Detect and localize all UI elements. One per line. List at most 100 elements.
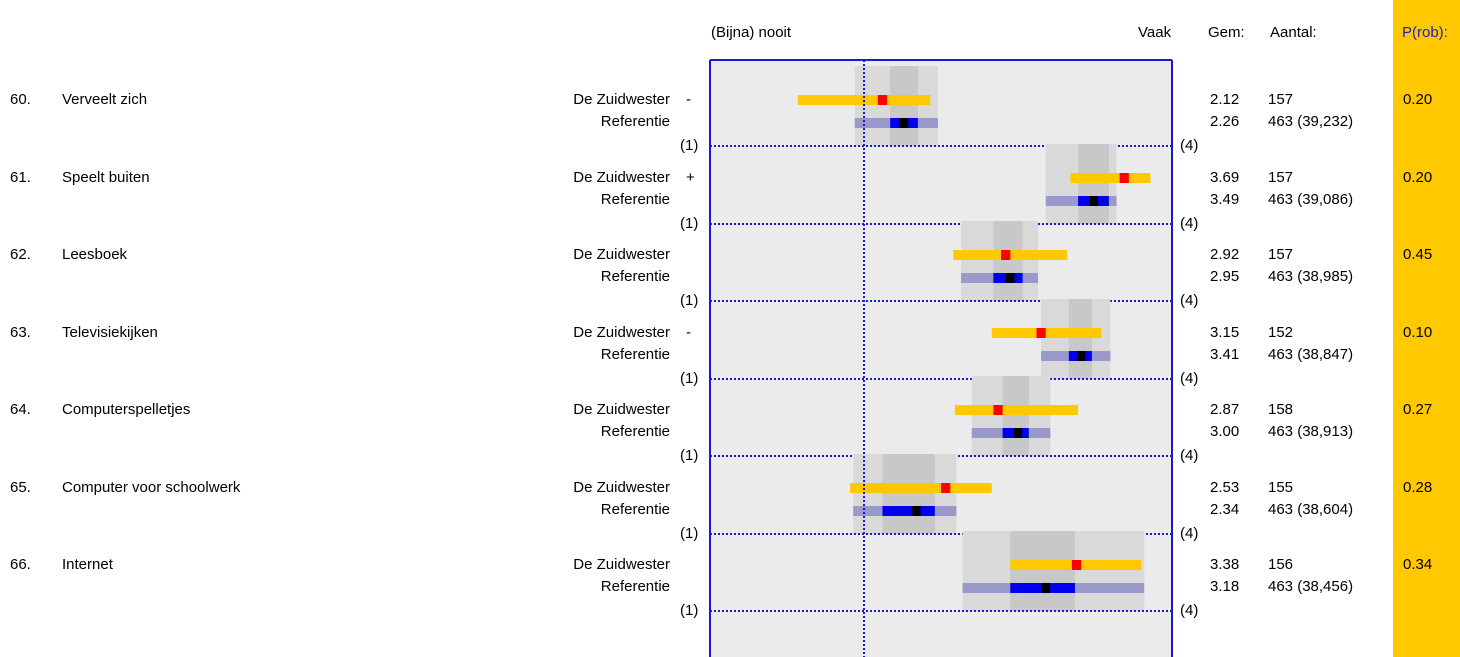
reference-label: Referentie — [600, 346, 670, 363]
reference-mean-value: 2.95 — [1210, 268, 1240, 285]
school-mean-value: 2.92 — [1210, 246, 1240, 263]
school-label: De Zuidwester — [573, 169, 670, 186]
reference-mean-value: 3.49 — [1210, 191, 1240, 208]
item-label: Computerspelletjes — [62, 401, 191, 418]
header-left-label: (Bijna) nooit — [711, 24, 792, 41]
school-mean-marker — [877, 95, 888, 105]
scale-min-label: (1) — [680, 370, 699, 387]
school-mean-value: 3.15 — [1210, 324, 1240, 341]
scale-min-label: (1) — [680, 447, 699, 464]
school-mean-marker — [1119, 173, 1129, 183]
school-label: De Zuidwester — [573, 324, 670, 341]
reference-mean-marker — [1041, 583, 1050, 593]
scale-max-label: (4) — [1180, 370, 1199, 387]
reference-band-inner — [993, 221, 1023, 301]
school-count-value: 155 — [1268, 479, 1294, 496]
scale-min-label: (1) — [680, 137, 699, 154]
scale-max-label: (4) — [1180, 137, 1199, 154]
school-mean-value: 3.69 — [1210, 169, 1240, 186]
reference-count-value: 463 (38,913) — [1268, 423, 1354, 440]
reference-count-value: 463 (38,847) — [1268, 346, 1354, 363]
header-prob-label: P(rob): — [1402, 24, 1448, 41]
reference-mean-marker — [1006, 273, 1015, 283]
school-range-bar — [954, 405, 1079, 415]
probability-value: 0.45 — [1403, 246, 1433, 263]
school-mean-marker — [941, 483, 951, 493]
reference-band-inner — [1002, 376, 1029, 456]
school-count-value: 157 — [1268, 246, 1294, 263]
school-mean-marker — [1001, 250, 1011, 260]
school-count-value: 158 — [1268, 401, 1294, 418]
scale-max-label: (4) — [1180, 602, 1199, 619]
scale-min-label: (1) — [680, 525, 699, 542]
reference-label: Referentie — [600, 268, 670, 285]
reference-label: Referentie — [600, 578, 670, 595]
item-label: Speelt buiten — [62, 169, 150, 186]
reference-count-value: 463 (38,604) — [1268, 501, 1354, 518]
reference-label: Referentie — [600, 113, 670, 130]
school-label: De Zuidwester — [573, 246, 670, 263]
header-aantal-label: Aantal: — [1270, 24, 1317, 41]
school-range-bar — [1070, 173, 1151, 183]
reference-mean-value: 3.18 — [1210, 578, 1240, 595]
scale-min-label: (1) — [680, 215, 699, 232]
reference-band-inner — [1078, 144, 1109, 224]
school-mean-marker — [1071, 560, 1082, 570]
scale-min-label: (1) — [680, 292, 699, 309]
item-number: 62. — [10, 246, 31, 263]
school-range-bar — [953, 250, 1068, 260]
reference-count-value: 463 (38,985) — [1268, 268, 1354, 285]
probability-column — [1393, 0, 1460, 657]
school-label: De Zuidwester — [573, 401, 670, 418]
reference-count-value: 463 (39,232) — [1268, 113, 1354, 130]
scale-min-label: (1) — [680, 602, 699, 619]
school-mean-value: 2.12 — [1210, 91, 1240, 108]
reference-mean-marker — [1013, 428, 1023, 438]
item-label: Televisiekijken — [62, 324, 158, 341]
scale-max-label: (4) — [1180, 447, 1199, 464]
reference-count-value: 463 (38,456) — [1268, 578, 1354, 595]
school-mean-marker — [993, 405, 1003, 415]
probability-value: 0.20 — [1403, 169, 1433, 186]
school-count-value: 156 — [1268, 556, 1294, 573]
item-number: 65. — [10, 479, 31, 496]
school-mean-value: 2.53 — [1210, 479, 1240, 496]
reference-mean-value: 3.41 — [1210, 346, 1240, 363]
probability-value: 0.27 — [1403, 401, 1433, 418]
probability-value: 0.10 — [1403, 324, 1433, 341]
school-count-value: 157 — [1268, 169, 1294, 186]
reference-label: Referentie — [600, 191, 670, 208]
item-number: 66. — [10, 556, 31, 573]
reference-count-value: 463 (39,086) — [1268, 191, 1354, 208]
school-count-value: 152 — [1268, 324, 1294, 341]
item-label: Verveelt zich — [62, 91, 148, 108]
item-number: 61. — [10, 169, 31, 186]
school-count-value: 157 — [1268, 91, 1294, 108]
probability-value: 0.20 — [1403, 91, 1433, 108]
item-number: 63. — [10, 324, 31, 341]
reference-mean-marker — [912, 506, 921, 516]
item-label: Leesboek — [62, 246, 128, 263]
reference-mean-value: 3.00 — [1210, 423, 1240, 440]
reference-band-inner — [890, 66, 918, 146]
scale-max-label: (4) — [1180, 215, 1199, 232]
scale-max-label: (4) — [1180, 525, 1199, 542]
scale-max-label: (4) — [1180, 292, 1199, 309]
probability-value: 0.28 — [1403, 479, 1433, 496]
school-mean-value: 3.38 — [1210, 556, 1240, 573]
reference-label: Referentie — [600, 501, 670, 518]
school-label: De Zuidwester — [573, 556, 670, 573]
school-range-bar — [991, 328, 1102, 338]
school-mean-marker — [1036, 328, 1046, 338]
reference-mean-marker — [1076, 351, 1086, 361]
reference-band-inner — [1010, 531, 1075, 611]
probability-value: 0.34 — [1403, 556, 1433, 573]
school-mean-value: 2.87 — [1210, 401, 1240, 418]
header-gem-label: Gem: — [1208, 24, 1245, 41]
school-label: De Zuidwester — [573, 479, 670, 496]
reference-mean-value: 2.34 — [1210, 501, 1240, 518]
reference-mean-marker — [1089, 196, 1098, 206]
item-label: Internet — [62, 556, 113, 573]
reference-mean-value: 2.26 — [1210, 113, 1240, 130]
